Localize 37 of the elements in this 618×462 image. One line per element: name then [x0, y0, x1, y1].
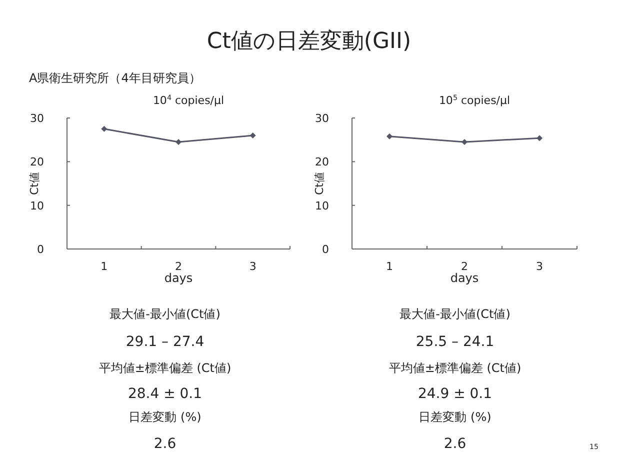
- x-tick-label: 1: [100, 260, 108, 273]
- point: [101, 126, 108, 132]
- text: 最大値-最小値(Ct値): [400, 307, 510, 321]
- text: A県衛生研究所（4年目研究員）: [29, 71, 201, 85]
- x-tick-label: 2: [175, 260, 182, 273]
- x-tick-label: 3: [536, 260, 543, 273]
- text: 平均値±標準偏差 (Ct値): [98, 361, 232, 375]
- y-tick-label: 0: [322, 243, 329, 256]
- text: 29.1 – 27.4: [126, 334, 204, 350]
- y-axis-title: Ct値: [313, 172, 326, 195]
- point: [176, 139, 182, 146]
- text: 28.4 ± 0.1: [128, 386, 202, 402]
- x-axis-title: days: [450, 271, 479, 285]
- text: 日差変動 (%): [128, 410, 202, 424]
- y-tick-label: 20: [315, 156, 329, 169]
- x-axis-title: days: [164, 271, 193, 285]
- text: 25.5 – 24.1: [416, 334, 494, 350]
- chart-title: 10$^{4}$ copies/μl: [152, 92, 224, 107]
- y-tick-label: 10: [30, 199, 44, 212]
- text: 平均値±標準偏差 (Ct値): [388, 361, 522, 375]
- text: 最大値-最小値(Ct値): [110, 307, 220, 321]
- y-tick-label: 30: [30, 112, 44, 125]
- text: 24.9 ± 0.1: [418, 386, 492, 402]
- y-tick-label: 10: [315, 199, 329, 212]
- text: 2.6: [444, 436, 466, 452]
- text: Ct値の日差変動(GII): [206, 29, 412, 54]
- text: 日差変動 (%): [418, 410, 492, 424]
- x-tick-label: 1: [386, 260, 393, 273]
- y-tick-label: 0: [37, 243, 44, 256]
- text: 2.6: [154, 436, 176, 452]
- chart-title: 10$^{5}$ copies/μl: [438, 92, 510, 107]
- y-tick-label: 20: [30, 156, 44, 169]
- point: [250, 132, 256, 138]
- y-tick-label: 30: [315, 112, 329, 125]
- x-tick-label: 2: [461, 260, 468, 273]
- x-tick-label: 3: [249, 260, 256, 273]
- y-axis-title: Ct値: [28, 172, 41, 195]
